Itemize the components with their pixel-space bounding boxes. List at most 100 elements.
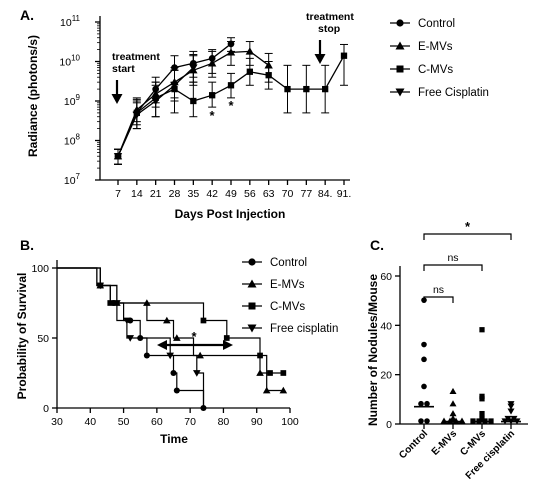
annotation-treatment-stop-line2: stop xyxy=(318,23,340,35)
legend-b-label-c-mvs: C-MVs xyxy=(270,301,305,313)
censor-marker xyxy=(126,335,135,342)
legend-label-free-cisplatin: Free Cisplatin xyxy=(418,87,489,99)
legend-circle-marker-icon xyxy=(396,19,404,27)
nodule-point xyxy=(418,418,424,424)
panel-a-y-tick-label: 1010 xyxy=(59,54,80,69)
panel-c-group-circle xyxy=(414,297,434,424)
panel-b-series-circle xyxy=(57,267,207,412)
panel-a-x-tick-label: 14 xyxy=(131,188,143,200)
comparison-label: ns xyxy=(433,284,444,296)
censor-marker xyxy=(107,300,114,306)
legend-item-c-mvs: C-MVs xyxy=(390,64,453,76)
nodule-point xyxy=(479,415,485,422)
comparison-label: ns xyxy=(447,252,458,264)
legend-b-label-e-mvs: E-MVs xyxy=(270,279,305,291)
panel-b-y-tick-label: 0 xyxy=(43,403,49,415)
data-point xyxy=(189,64,198,72)
panel-c-comparisons: ns ns * xyxy=(423,219,512,303)
annotation-treatment-stop-line1: treatment xyxy=(306,11,354,23)
nodule-point xyxy=(479,410,485,417)
panel-b-x-axis-label: Time xyxy=(160,432,188,446)
legend-item-b-e-mvs: E-MVs xyxy=(242,279,305,291)
nodule-point xyxy=(507,408,515,415)
censor-marker xyxy=(223,335,230,341)
data-point xyxy=(207,59,217,67)
panel-a-legend: Control E-MVs C-MVs Free Cisplatin xyxy=(390,18,489,99)
panel-c-category-label: Control xyxy=(397,428,430,461)
censor-marker xyxy=(173,387,180,394)
legend-b-triangle-up-marker-icon xyxy=(247,279,257,288)
panel-c-y-axis-label: Number of Nodules/Mouse xyxy=(366,274,380,426)
panel-c-group-square xyxy=(470,327,494,424)
legend-item-b-free-cisplatin: Free cisplatin xyxy=(242,323,338,335)
data-point xyxy=(170,82,179,90)
censor-marker xyxy=(166,352,174,360)
nodule-point xyxy=(421,356,427,363)
data-point xyxy=(190,97,197,105)
legend-triangle-down-marker-icon xyxy=(395,88,405,97)
data-point xyxy=(284,85,291,93)
censor-marker xyxy=(256,369,264,376)
panel-b-x-tick-label: 90 xyxy=(251,416,263,428)
panel-a-x-tick-label: 7 xyxy=(115,188,121,200)
comparison-bracket xyxy=(423,296,454,303)
legend-b-triangle-down-marker-icon xyxy=(247,324,257,333)
panel-a-x-ticks: 7 14 21 28 35 42 49 56 63 70 77 84. 91. xyxy=(115,180,351,200)
nodule-point xyxy=(479,393,485,399)
panel-b-x-tick-label: 60 xyxy=(151,416,163,428)
legend-b-square-marker-icon xyxy=(248,302,256,310)
nodule-point xyxy=(421,383,427,390)
data-point xyxy=(209,92,216,99)
legend-item-e-mvs: E-MVs xyxy=(390,41,453,53)
panel-b: B. Probability of Survival Time 0 50 100 3… xyxy=(15,237,338,446)
nodule-point xyxy=(510,415,518,423)
panel-b-x-tick-label: 70 xyxy=(184,416,196,428)
panel-c-y-tick-label: 0 xyxy=(386,419,392,431)
panel-a: A. Radiance (photons/s) Days Post Inject… xyxy=(20,7,489,221)
panel-a-y-tick-exponent: 10 xyxy=(71,54,80,63)
annotation-treatment-start-arrow-icon xyxy=(111,80,123,104)
legend-item-control: Control xyxy=(390,18,455,30)
panel-c-y-tick-label: 20 xyxy=(380,370,392,382)
nodule-point xyxy=(424,418,430,424)
legend-label-control: Control xyxy=(418,18,455,30)
legend-item-free-cisplatin: Free Cisplatin xyxy=(390,87,489,99)
panel-b-y-tick-label: 100 xyxy=(31,263,49,275)
annotation-treatment-stop-arrow-icon xyxy=(314,40,326,64)
legend-label-e-mvs: E-MVs xyxy=(418,41,453,53)
annotation-treatment-start-line1: treatment xyxy=(112,51,160,63)
data-point xyxy=(245,47,255,55)
panel-a-series xyxy=(113,37,348,165)
nodule-point xyxy=(421,341,427,348)
panel-a-y-tick-exponent: 9 xyxy=(76,93,81,102)
panel-a-x-tick-label: 49 xyxy=(225,188,237,200)
panel-a-y-tick-label: 108 xyxy=(64,133,81,148)
censor-marker xyxy=(173,334,181,341)
panel-a-y-axis-label: Radiance (photons/s) xyxy=(26,35,40,157)
panel-b-y-ticks: 0 50 100 xyxy=(31,263,57,415)
censor-marker xyxy=(196,351,204,359)
panel-c-y-tick-label: 40 xyxy=(380,320,392,332)
panel-a-significance-day42: * xyxy=(209,108,215,123)
double-arrow-right-icon xyxy=(223,340,233,350)
censor-marker xyxy=(200,317,207,324)
panel-a-x-axis-label: Days Post Injection xyxy=(175,207,286,221)
nodule-point xyxy=(449,415,457,422)
data-point xyxy=(265,72,272,79)
panel-a-y-tick-exponent: 7 xyxy=(76,172,81,181)
censor-marker xyxy=(193,370,201,377)
data-point xyxy=(303,85,310,93)
panel-a-x-tick-label: 77 xyxy=(300,188,312,200)
censor-marker xyxy=(123,317,131,325)
panel-a-x-tick-label: 84. xyxy=(318,188,333,200)
panel-c: C. Number of Nodules/Mouse 0 20 40 60 Contr… xyxy=(366,219,528,482)
censor-marker xyxy=(163,316,171,324)
nodule-point xyxy=(418,400,424,407)
censor-marker xyxy=(280,370,287,376)
legend-item-b-control: Control xyxy=(242,257,307,269)
censor-marker xyxy=(96,282,105,290)
comparison-bracket xyxy=(423,233,512,240)
annotation-treatment-start-line2: start xyxy=(112,63,135,75)
censor-marker xyxy=(257,352,263,359)
